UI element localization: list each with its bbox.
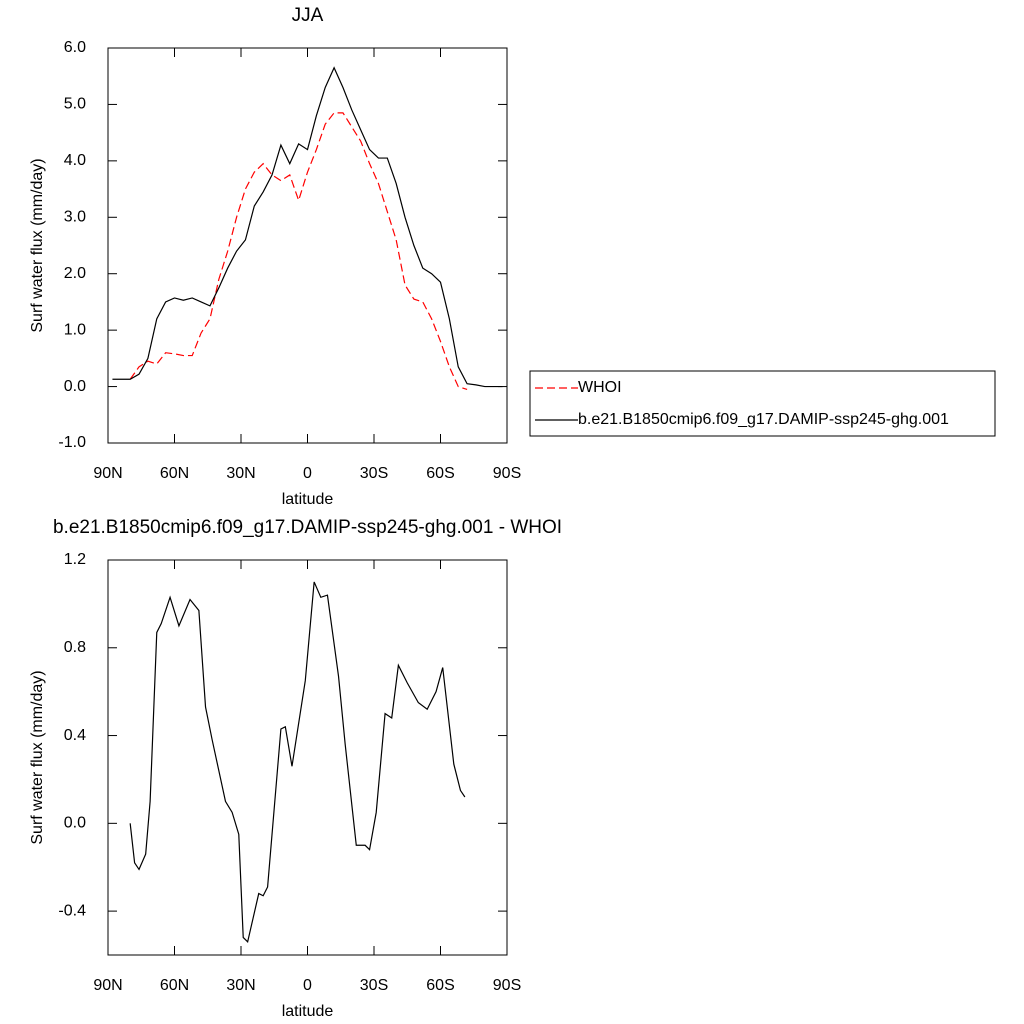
y-tick-label: 5.0 xyxy=(64,96,86,113)
chart-title: b.e21.B1850cmip6.f09_g17.DAMIP-ssp245-gh… xyxy=(53,517,562,538)
x-tick-label: 90S xyxy=(493,977,521,994)
legend-label: b.e21.B1850cmip6.f09_g17.DAMIP-ssp245-gh… xyxy=(578,411,949,428)
x-tick-label: 30N xyxy=(226,465,255,482)
y-tick-label: 3.0 xyxy=(64,209,86,226)
y-tick-label: -1.0 xyxy=(58,434,86,451)
plot-frame xyxy=(107,47,508,444)
x-tick-label: 60N xyxy=(160,465,189,482)
x-tick-label: 60S xyxy=(426,465,454,482)
y-axis-label: Surf water flux (mm/day) xyxy=(29,158,46,332)
y-tick-label: 1.0 xyxy=(64,321,86,338)
y-tick-label: 4.0 xyxy=(64,152,86,169)
y-tick-label: 0.0 xyxy=(64,378,86,395)
x-tick-label: 30N xyxy=(226,977,255,994)
y-axis-label: Surf water flux (mm/day) xyxy=(29,670,46,844)
x-tick-label: 60N xyxy=(160,977,189,994)
x-tick-label: 0 xyxy=(303,465,312,482)
x-tick-label: 30S xyxy=(360,465,388,482)
x-tick-label: 90N xyxy=(93,977,122,994)
y-tick-label: 2.0 xyxy=(64,265,86,282)
legend-label: WHOI xyxy=(578,379,622,396)
x-axis-label: latitude xyxy=(282,491,334,508)
y-tick-label: 1.2 xyxy=(64,551,86,568)
chart-title: JJA xyxy=(292,5,324,26)
x-tick-label: 90N xyxy=(93,465,122,482)
y-tick-label: 6.0 xyxy=(64,39,86,56)
x-tick-label: 90S xyxy=(493,465,521,482)
x-tick-label: 60S xyxy=(426,977,454,994)
x-tick-label: 30S xyxy=(360,977,388,994)
legend-box xyxy=(529,370,996,437)
y-tick-label: 0.4 xyxy=(64,727,86,744)
y-tick-label: 0.0 xyxy=(64,815,86,832)
x-tick-label: 0 xyxy=(303,977,312,994)
y-tick-label: 0.8 xyxy=(64,639,86,656)
y-tick-label: -0.4 xyxy=(58,902,86,919)
series-line xyxy=(129,581,466,944)
plot-frame xyxy=(107,559,508,956)
series-line xyxy=(112,66,503,388)
x-axis-label: latitude xyxy=(282,1003,334,1020)
